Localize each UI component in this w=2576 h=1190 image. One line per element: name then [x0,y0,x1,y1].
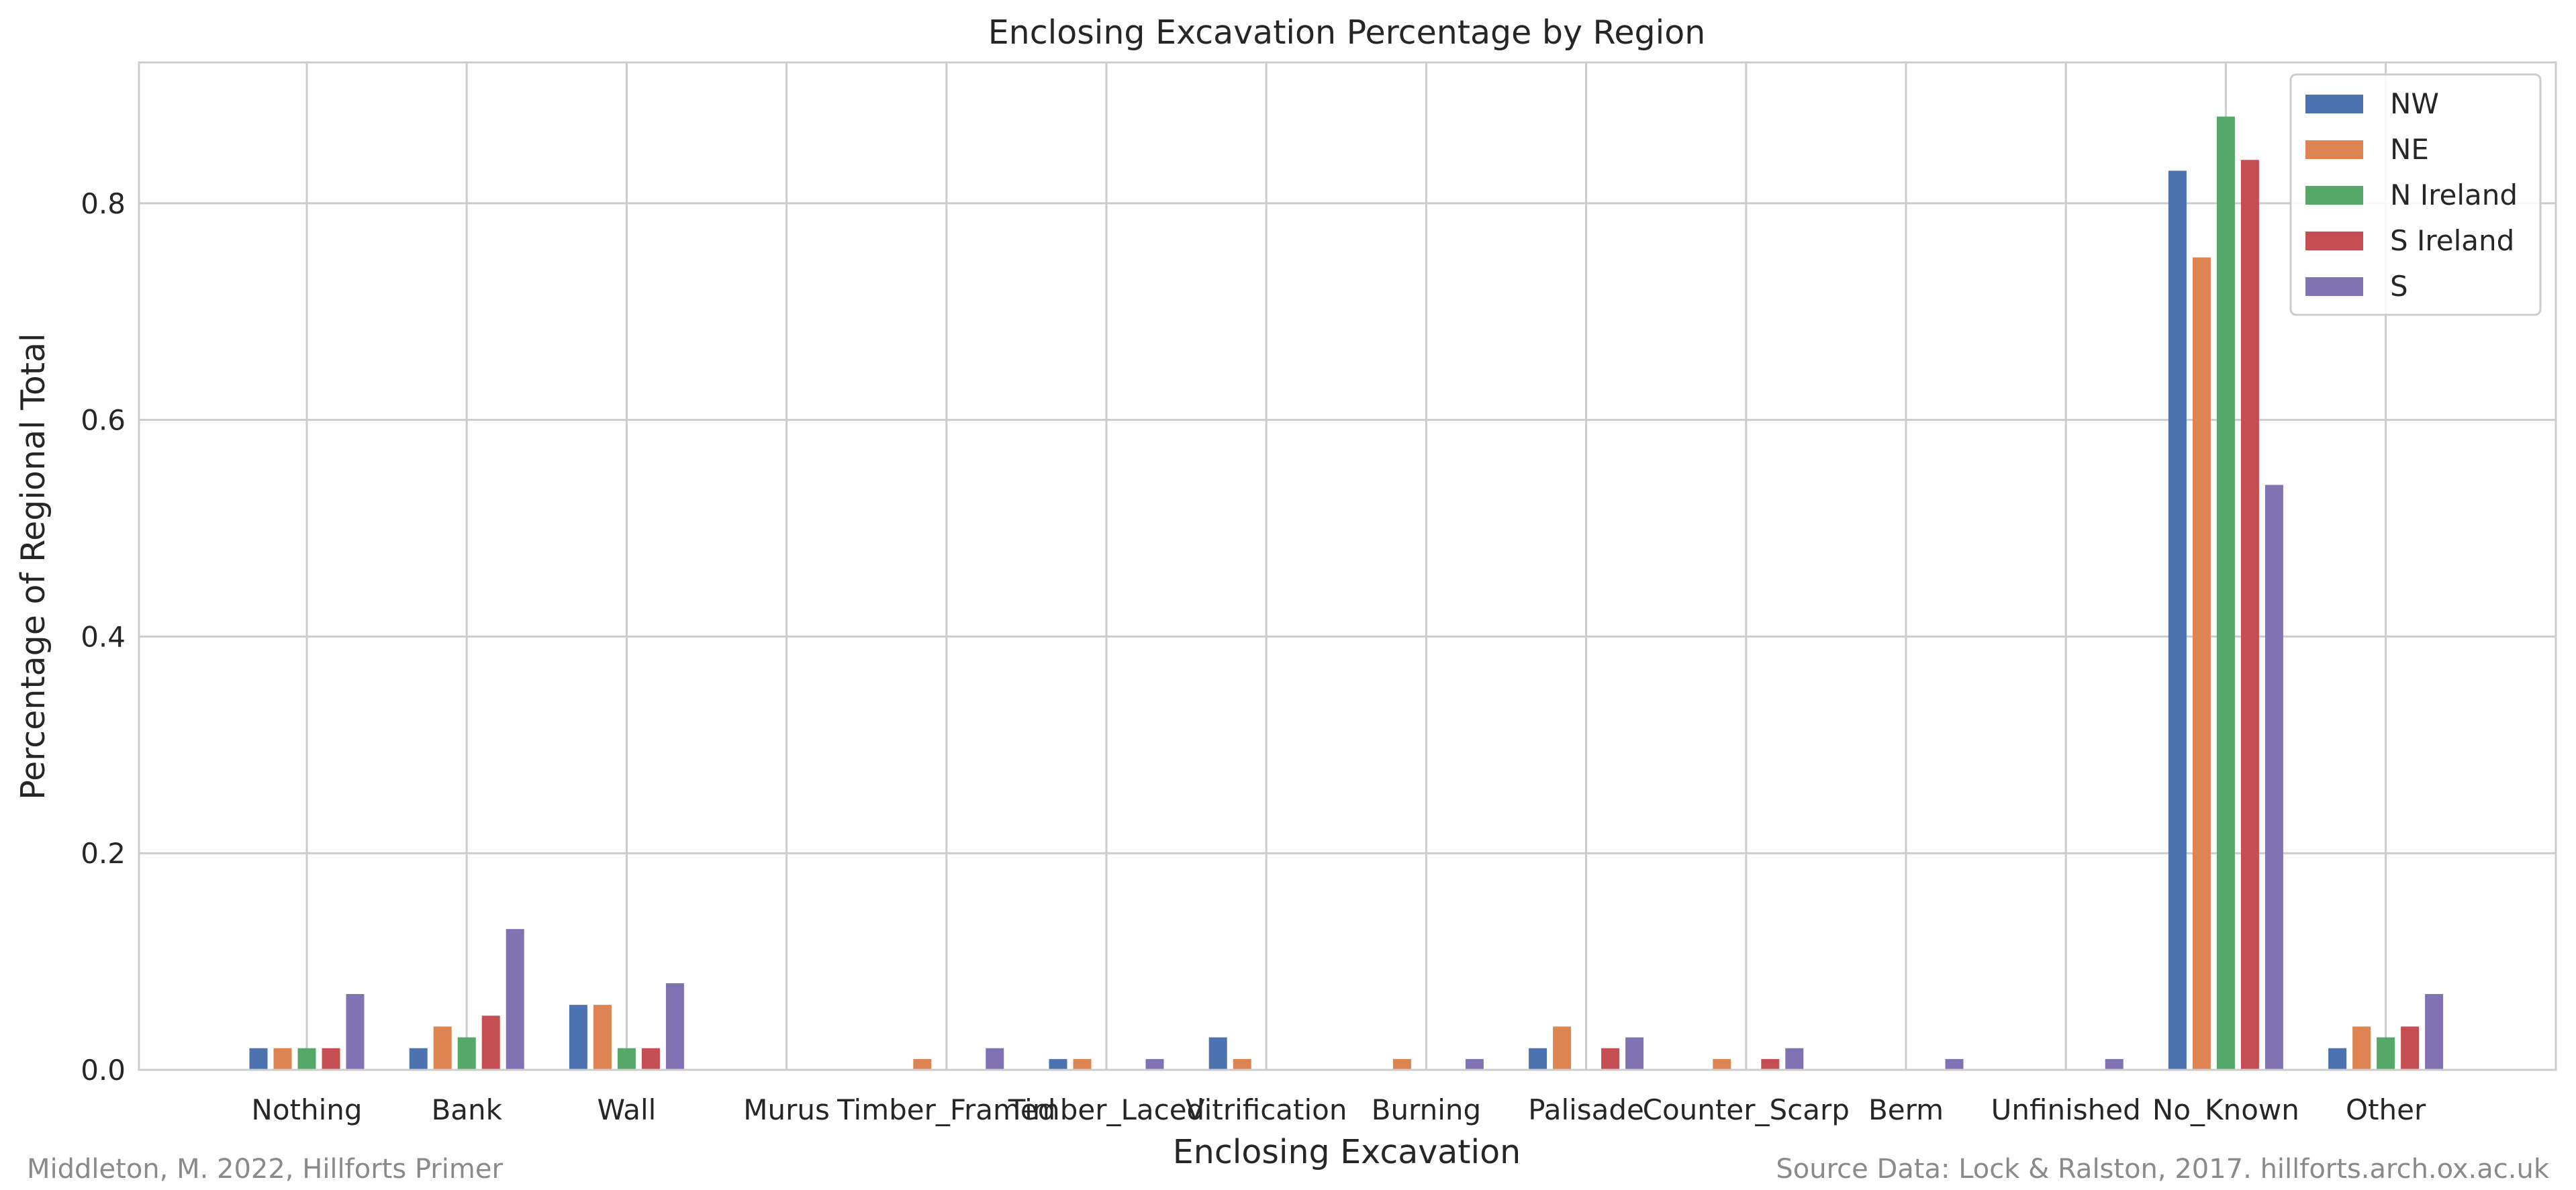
x-tick-label: No_Known [2152,1093,2299,1126]
y-tick-label: 0.0 [81,1054,126,1087]
legend-swatch [2305,232,2363,250]
bar [433,1026,452,1070]
y-axis-label: Percentage of Regional Total [14,333,52,799]
y-tick-label: 0.6 [81,404,126,437]
bar [569,1005,587,1070]
x-tick-label: Timber_Framed [837,1093,1055,1126]
bar [1785,1048,1804,1070]
bar [2328,1048,2347,1070]
y-tick-label: 0.4 [81,620,126,653]
bar [1392,1058,1411,1070]
bar [593,1005,612,1070]
bar [409,1048,428,1070]
bar [457,1037,476,1070]
bar [1073,1058,1092,1070]
bar [1553,1026,1572,1070]
bar [1465,1058,1484,1070]
x-tick-labels: Nothing Bank Wall Murus Timber_FramedTimber_… [251,1093,2426,1126]
x-tick-label: Other [2346,1093,2426,1126]
x-axis-label: Enclosing Excavation [1173,1133,1521,1171]
bar [1233,1058,1251,1070]
bar [665,983,684,1070]
bar [1529,1048,1547,1070]
bar [2425,994,2444,1070]
y-tick-label: 0.2 [81,837,126,870]
footer-source: Source Data: Lock & Ralston, 2017. hillf… [1776,1154,2549,1185]
bar [1049,1058,1067,1070]
x-tick-label: Counter_Scarp [1643,1093,1850,1126]
bar [617,1048,636,1070]
bar [2192,257,2211,1071]
y-tick-labels: 0.0 0.2 0.4 0.6 0.8 [81,187,126,1087]
x-tick-label: Nothing [251,1093,362,1126]
legend-label: NE [2390,133,2429,166]
bar [1945,1058,1964,1070]
legend-label: NW [2390,87,2439,120]
bar [1145,1058,1164,1070]
bar [346,994,365,1070]
bar [322,1048,340,1070]
x-tick-label: Murus [743,1093,830,1126]
plot-frame [138,61,2557,1071]
bar [986,1048,1004,1070]
bar [297,1048,316,1070]
bar [2352,1026,2371,1070]
bar [1601,1048,1620,1070]
bar [2377,1037,2395,1070]
bar [481,1015,500,1070]
bar [506,929,524,1070]
legend-swatch [2305,140,2363,159]
x-tick-label: Unfinished [1991,1093,2141,1126]
bar [2264,485,2283,1070]
bars [249,116,2444,1071]
bar [2240,160,2259,1071]
x-tick-label: Timber_Laced [1008,1093,1204,1126]
bar [249,1048,268,1070]
legend-label: S [2390,270,2408,303]
legend: NW NE N Ireland S Ireland S [2289,73,2542,316]
legend-label: S Ireland [2390,224,2514,257]
bar [2401,1026,2420,1070]
y-tick-label: 0.8 [81,187,126,220]
bar [1761,1058,1780,1070]
bar [1713,1058,1731,1070]
x-tick-label: Vitrification [1186,1093,1347,1126]
bar [2105,1058,2124,1070]
footer-credit: Middleton, M. 2022, Hillforts Primer [27,1154,503,1185]
bar [1208,1037,1227,1070]
legend-swatch [2305,95,2363,113]
bar [2168,170,2187,1071]
legend-swatch [2305,277,2363,296]
x-tick-label: Bank [431,1093,502,1126]
bar [273,1048,292,1070]
bar [1625,1037,1644,1070]
x-tick-label: Palisade [1528,1093,1644,1126]
x-tick-label: Burning [1372,1093,1482,1126]
bar [2216,116,2235,1070]
bar [913,1058,932,1070]
legend-box [2289,73,2542,316]
x-tick-label: Wall [597,1093,656,1126]
chart-title: Enclosing Excavation Percentage by Regio… [988,13,1706,52]
bar [641,1048,660,1070]
legend-label: N Ireland [2390,179,2518,211]
x-tick-label: Berm [1868,1093,1944,1126]
legend-swatch [2305,186,2363,205]
